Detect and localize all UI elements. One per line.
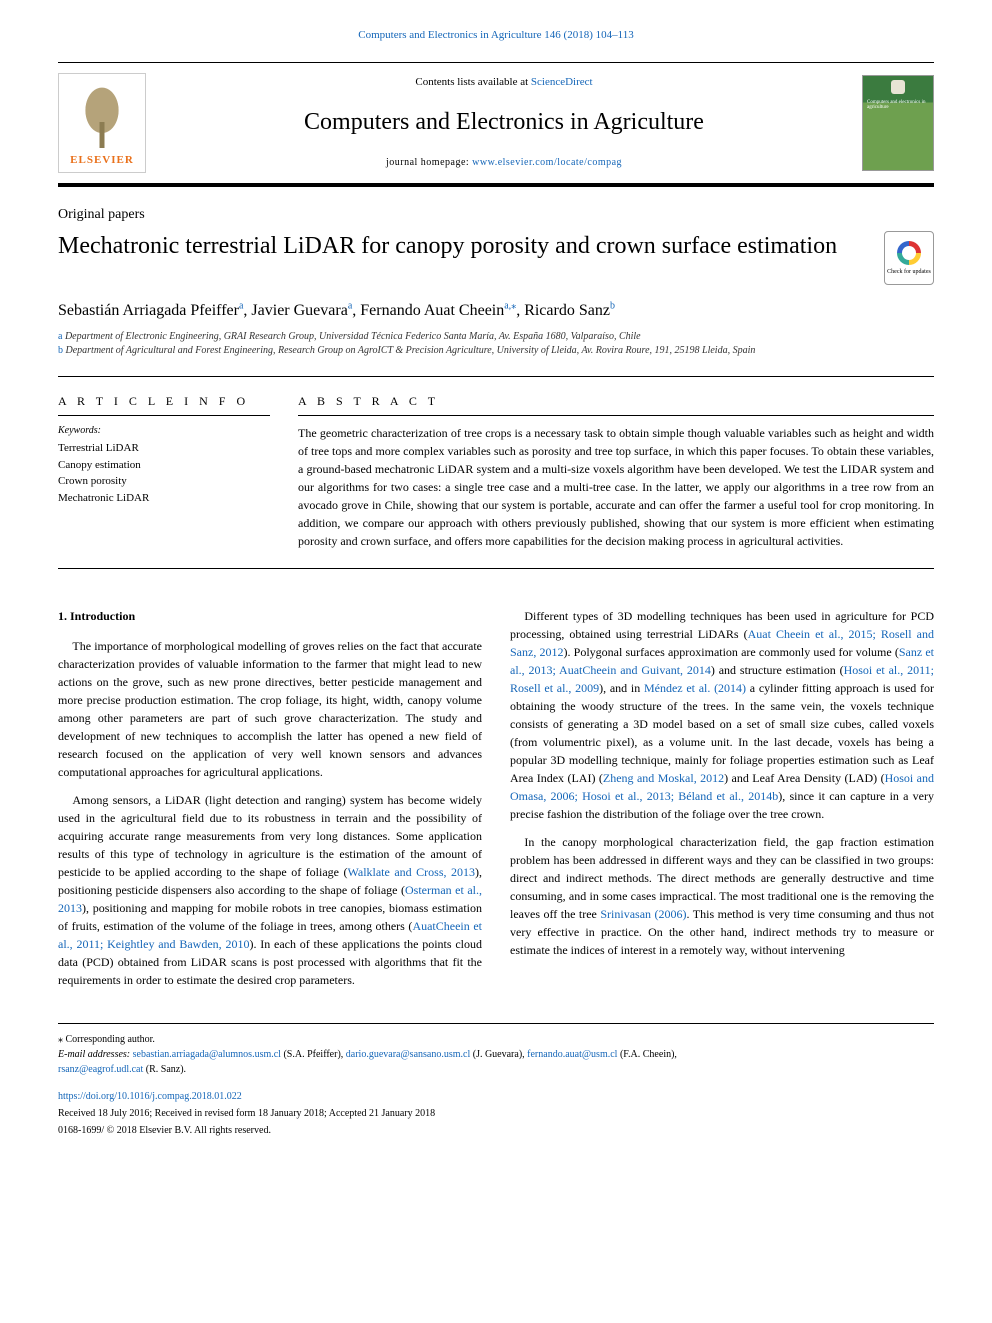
article-type: Original papers (58, 205, 934, 225)
sciencedirect-link[interactable]: ScienceDirect (531, 76, 593, 88)
affiliations: a Department of Electronic Engineering, … (58, 330, 934, 358)
cover-text: Computers and electronics in agriculture (867, 100, 929, 111)
keyword: Terrestrial LiDAR (58, 440, 270, 457)
article-history: Received 18 July 2016; Received in revis… (58, 1106, 934, 1121)
contents-prefix: Contents lists available at (415, 76, 530, 88)
email-link[interactable]: fernando.auat@usm.cl (527, 1049, 617, 1060)
keywords-label: Keywords: (58, 424, 270, 439)
affiliation-b: b Department of Agricultural and Forest … (58, 344, 934, 358)
homepage-prefix: journal homepage: (386, 157, 472, 168)
abstract-heading: A B S T R A C T (298, 393, 934, 410)
paragraph-1: The importance of morphological modellin… (58, 637, 482, 781)
email-link[interactable]: dario.guevara@sansano.usm.cl (346, 1049, 470, 1060)
doi-link[interactable]: https://doi.org/10.1016/j.compag.2018.01… (58, 1089, 934, 1104)
crossmark-badge[interactable]: Check for updates (884, 231, 934, 285)
corresponding-author-note: ⁎ Corresponding author. (58, 1032, 934, 1047)
contents-available-line: Contents lists available at ScienceDirec… (146, 75, 862, 91)
section-1-heading: 1. Introduction (58, 607, 482, 625)
paragraph-2: Among sensors, a LiDAR (light detection … (58, 791, 482, 989)
copyright-line: 0168-1699/ © 2018 Elsevier B.V. All righ… (58, 1123, 934, 1138)
header-center: Contents lists available at ScienceDirec… (146, 75, 862, 170)
elsevier-wordmark: ELSEVIER (70, 150, 134, 172)
paragraph-3: Different types of 3D modelling techniqu… (510, 607, 934, 823)
abstract-block: A B S T R A C T The geometric characteri… (298, 393, 934, 549)
abstract-rule (298, 415, 934, 416)
citation[interactable]: Zheng and Moskal, 2012 (603, 771, 724, 785)
email-label: E-mail addresses: (58, 1049, 133, 1060)
elsevier-logo: ELSEVIER (58, 73, 146, 173)
journal-homepage-link[interactable]: www.elsevier.com/locate/compag (472, 157, 622, 168)
journal-header: ELSEVIER Contents lists available at Sci… (58, 62, 934, 187)
article-body: 1. Introduction The importance of morpho… (58, 607, 934, 989)
keyword: Mechatronic LiDAR (58, 490, 270, 507)
email-attribution: (F.A. Cheein), (617, 1049, 676, 1060)
email-attribution: (R. Sanz). (143, 1064, 186, 1075)
journal-cover-thumbnail: Computers and electronics in agriculture (862, 75, 934, 171)
email-attribution: (J. Guevara), (470, 1049, 527, 1060)
article-title: Mechatronic terrestrial LiDAR for canopy… (58, 231, 864, 261)
email-link[interactable]: rsanz@eagrof.udl.cat (58, 1064, 143, 1075)
elsevier-tree-icon (73, 86, 131, 150)
author-list: Sebastián Arriagada Pfeiffera, Javier Gu… (58, 299, 934, 322)
running-head-citation: Computers and Electronics in Agriculture… (58, 28, 934, 44)
email-attribution: (S.A. Pfeiffer), (281, 1049, 346, 1060)
article-info-heading: A R T I C L E I N F O (58, 393, 270, 410)
crossmark-label: Check for updates (887, 269, 931, 275)
email-addresses-line: E-mail addresses: sebastian.arriagada@al… (58, 1047, 934, 1077)
info-rule (58, 415, 270, 416)
article-info-block: A R T I C L E I N F O Keywords: Terrestr… (58, 393, 270, 549)
keyword: Canopy estimation (58, 457, 270, 474)
crossmark-icon (897, 241, 921, 265)
email-link[interactable]: sebastian.arriagada@alumnos.usm.cl (133, 1049, 281, 1060)
citation[interactable]: Srinivasan (2006) (600, 907, 686, 921)
keyword: Crown porosity (58, 473, 270, 490)
citation[interactable]: Walklate and Cross, 2013 (348, 865, 476, 879)
footnotes: ⁎ Corresponding author. E-mail addresses… (58, 1023, 934, 1138)
paragraph-4: In the canopy morphological characteriza… (510, 833, 934, 959)
affiliation-a: a Department of Electronic Engineering, … (58, 330, 934, 344)
journal-homepage-line: journal homepage: www.elsevier.com/locat… (146, 156, 862, 171)
citation[interactable]: Méndez et al. (2014) (644, 681, 746, 695)
journal-title: Computers and Electronics in Agriculture (146, 105, 862, 140)
abstract-text: The geometric characterization of tree c… (298, 424, 934, 550)
